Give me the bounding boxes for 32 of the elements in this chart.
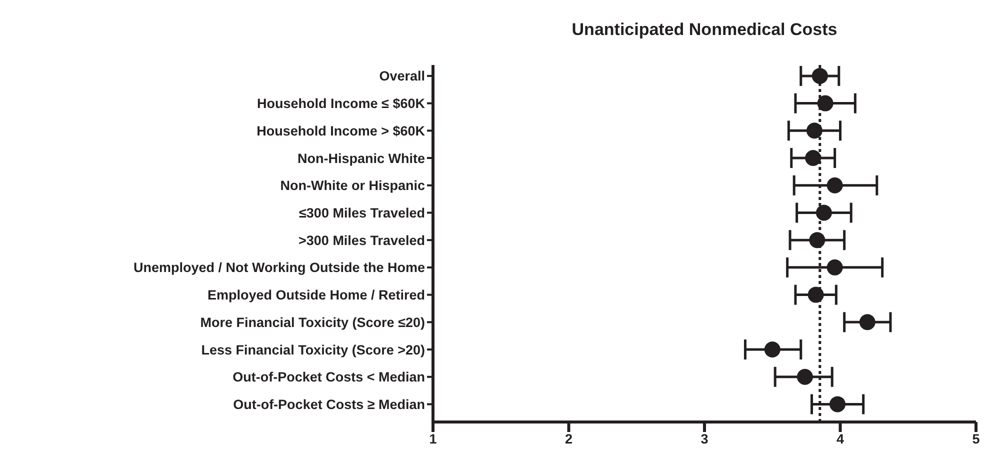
point xyxy=(805,150,822,166)
point xyxy=(812,68,828,84)
x-tick-label: 3 xyxy=(700,432,709,447)
y-tick-label: Out-of-Pocket Costs ≥ Median xyxy=(233,397,425,412)
point xyxy=(796,368,813,385)
point xyxy=(809,232,826,248)
point xyxy=(859,314,876,330)
point xyxy=(830,396,846,412)
x-tick-label: 1 xyxy=(429,432,438,447)
y-tick-label: Out-of-Pocket Costs < Median xyxy=(232,370,425,385)
point xyxy=(764,342,780,358)
y-tick-label: Household Income ≤ $60K xyxy=(257,96,426,112)
y-tick-label: Employed Outside Home / Retired xyxy=(207,288,425,303)
y-tick-label: Overall xyxy=(379,68,425,84)
x-tick-label: 5 xyxy=(972,432,980,447)
y-tick-label: More Financial Toxicity (Score ≤20) xyxy=(200,314,425,330)
x-tick-label: 4 xyxy=(836,432,844,447)
y-tick-label: Less Financial Toxicity (Score >20) xyxy=(201,342,425,358)
point xyxy=(806,122,822,139)
point xyxy=(817,95,834,112)
y-tick-label: >300 Miles Traveled xyxy=(298,232,425,248)
point xyxy=(826,259,843,276)
y-tick-label: ≤300 Miles Traveled xyxy=(299,206,425,221)
point xyxy=(816,204,832,221)
y-tick-label: Household Income > $60K xyxy=(256,123,426,138)
point xyxy=(826,177,843,194)
y-tick-label: Non-Hispanic White xyxy=(298,150,426,166)
y-tick-label: Non-White or Hispanic xyxy=(280,178,426,194)
x-tick-label: 2 xyxy=(564,432,573,447)
y-tick-label: Unemployed / Not Working Outside the Home xyxy=(133,260,426,276)
chart-title: Unanticipated Nonmedical Costs xyxy=(570,20,838,40)
point xyxy=(808,286,824,303)
